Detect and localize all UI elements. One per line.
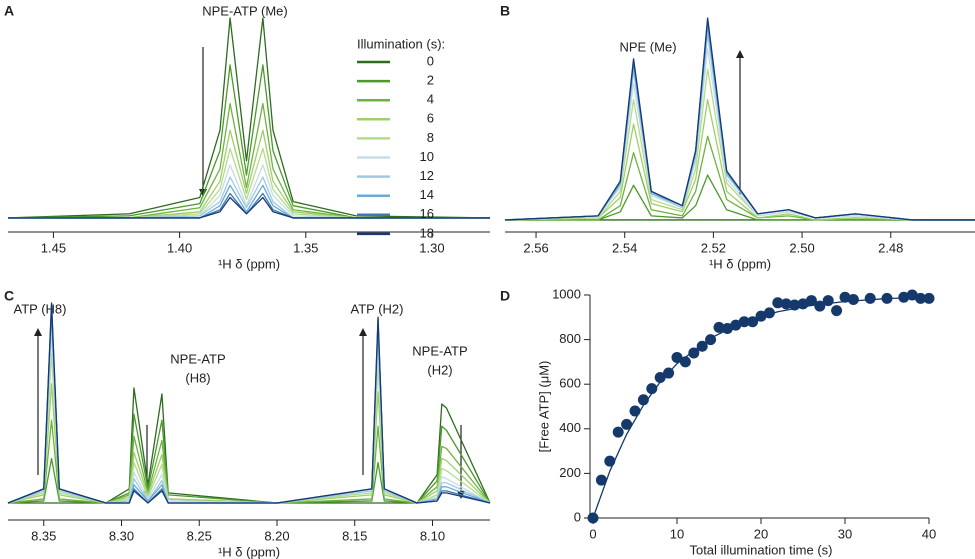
y-axis-label: [Free ATP] (μM) bbox=[536, 361, 551, 453]
y-tick-label: 400 bbox=[559, 420, 581, 435]
line bbox=[8, 387, 491, 504]
annotation: NPE (Me) bbox=[619, 39, 676, 54]
point bbox=[612, 426, 624, 438]
y-tick-label: 600 bbox=[559, 376, 581, 391]
x-tick-label: 30 bbox=[838, 526, 852, 541]
y-tick-label: 1000 bbox=[552, 286, 581, 301]
line bbox=[7, 383, 491, 504]
point bbox=[923, 292, 935, 304]
annotation: ATP (H2) bbox=[351, 301, 404, 316]
point bbox=[688, 347, 700, 359]
x-tick-label: 2.48 bbox=[878, 240, 903, 255]
panel-label: A bbox=[4, 3, 14, 19]
line bbox=[8, 196, 490, 219]
x-axis-label: ¹H δ (ppm) bbox=[709, 256, 771, 271]
point bbox=[814, 300, 826, 312]
line bbox=[7, 302, 491, 504]
point bbox=[646, 383, 658, 395]
line bbox=[8, 192, 490, 219]
point bbox=[780, 298, 792, 310]
x-tick-label: 8.10 bbox=[420, 528, 445, 543]
x-tick-label: 1.45 bbox=[41, 240, 66, 255]
line bbox=[7, 64, 490, 219]
point bbox=[604, 455, 616, 467]
line bbox=[7, 419, 491, 504]
x-tick-label: 1.40 bbox=[167, 240, 192, 255]
x-axis-label: Total illumination time (s) bbox=[689, 542, 832, 557]
annotation: NPE-ATP bbox=[412, 343, 467, 358]
point bbox=[671, 351, 683, 363]
x-tick-label: 2.52 bbox=[701, 240, 726, 255]
x-tick-label: 20 bbox=[754, 526, 768, 541]
point bbox=[713, 321, 725, 333]
annotation: ATP (H8) bbox=[14, 301, 67, 316]
line bbox=[8, 147, 490, 219]
panel-label: C bbox=[4, 288, 14, 304]
line bbox=[504, 98, 975, 221]
line bbox=[7, 17, 491, 219]
line bbox=[7, 304, 491, 504]
legend-title: Illumination (s): bbox=[357, 36, 445, 51]
x-tick-label: 1.35 bbox=[293, 240, 318, 255]
x-tick-label: 2.54 bbox=[612, 240, 637, 255]
x-axis-label: ¹H δ (ppm) bbox=[218, 544, 280, 559]
y-tick-label: 800 bbox=[559, 331, 581, 346]
point bbox=[654, 372, 666, 384]
point bbox=[595, 474, 607, 486]
y-tick-label: 0 bbox=[574, 509, 581, 524]
annotation: NPE-ATP (Me) bbox=[202, 3, 287, 18]
point bbox=[864, 292, 876, 304]
annotation: (H8) bbox=[185, 370, 210, 385]
x-tick-label: 0 bbox=[589, 526, 596, 541]
point bbox=[847, 293, 859, 305]
legend-label: 8 bbox=[427, 130, 434, 145]
line bbox=[505, 174, 975, 221]
legend-label: 2 bbox=[427, 73, 434, 88]
panel-label: D bbox=[500, 288, 510, 304]
panel-label: B bbox=[500, 3, 510, 19]
annotation: NPE-ATP bbox=[170, 351, 225, 366]
point bbox=[839, 291, 851, 303]
line bbox=[7, 310, 491, 504]
x-tick-label: 8.30 bbox=[109, 528, 134, 543]
point bbox=[831, 305, 843, 317]
legend-label: 16 bbox=[420, 206, 434, 221]
point bbox=[637, 394, 649, 406]
line bbox=[592, 296, 930, 519]
legend-label: 10 bbox=[420, 149, 434, 164]
x-axis-label: ¹H δ (ppm) bbox=[218, 256, 280, 271]
legend-label: 12 bbox=[420, 168, 434, 183]
legend-label: 0 bbox=[427, 53, 434, 68]
x-tick-label: 10 bbox=[670, 526, 684, 541]
line bbox=[7, 413, 491, 504]
point bbox=[898, 291, 910, 303]
x-tick-label: 1.30 bbox=[419, 240, 444, 255]
x-tick-label: 2.56 bbox=[523, 240, 548, 255]
x-tick-label: 8.35 bbox=[31, 528, 56, 543]
line bbox=[8, 129, 490, 219]
x-tick-label: 8.25 bbox=[187, 528, 212, 543]
line bbox=[7, 352, 491, 504]
legend-label: 4 bbox=[427, 92, 434, 107]
point bbox=[772, 297, 784, 309]
point bbox=[696, 340, 708, 352]
x-tick-label: 8.20 bbox=[264, 528, 289, 543]
line bbox=[504, 17, 975, 221]
x-tick-label: 2.50 bbox=[789, 240, 814, 255]
point bbox=[805, 295, 817, 307]
x-tick-label: 40 bbox=[922, 526, 936, 541]
annotation: (H2) bbox=[427, 362, 452, 377]
y-tick-label: 200 bbox=[559, 465, 581, 480]
line bbox=[8, 103, 490, 219]
x-tick-label: 8.15 bbox=[342, 528, 367, 543]
legend-label: 14 bbox=[420, 187, 434, 202]
legend-label: 6 bbox=[427, 111, 434, 126]
point bbox=[629, 405, 641, 417]
line bbox=[7, 332, 491, 504]
legend-label: 18 bbox=[420, 225, 434, 240]
point bbox=[915, 292, 927, 304]
point bbox=[621, 418, 633, 430]
